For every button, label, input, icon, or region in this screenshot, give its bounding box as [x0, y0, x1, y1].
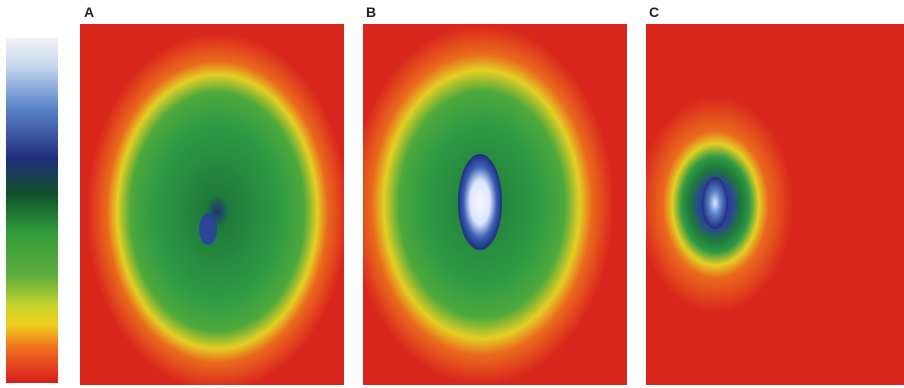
panel-b-heatmap: [363, 24, 627, 385]
color-scale-bar: [6, 38, 58, 383]
panel-a-heatmap: [80, 24, 344, 385]
panel-label-c: C: [649, 4, 660, 20]
panel-label-b: B: [366, 4, 377, 20]
panel-c-heatmap: [646, 24, 904, 385]
panel-label-a: A: [84, 4, 95, 20]
